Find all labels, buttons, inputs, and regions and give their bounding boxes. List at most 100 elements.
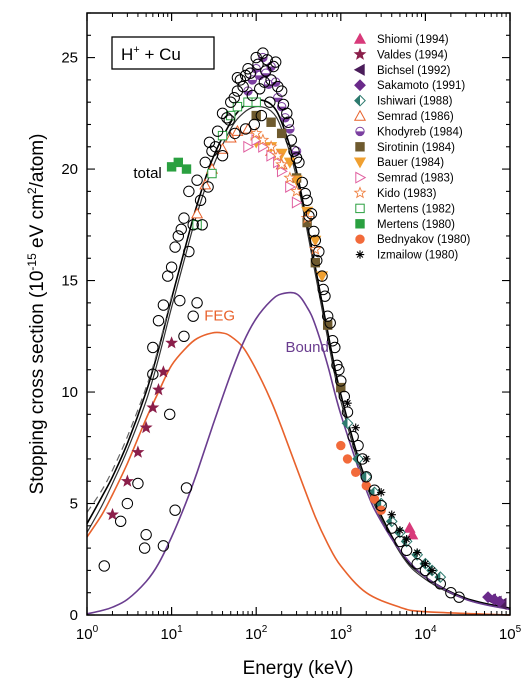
plot-frame xyxy=(86,12,511,616)
legend-label: Mertens (1982) xyxy=(377,203,455,215)
data-point xyxy=(285,134,298,146)
data-point xyxy=(191,174,203,186)
data-point xyxy=(147,368,159,380)
data-point xyxy=(271,148,285,162)
legend-label: Ishiwari (1988) xyxy=(377,96,453,108)
data-points xyxy=(98,47,507,610)
data-point xyxy=(255,109,268,122)
ylabel-sup1: -15 xyxy=(25,253,39,271)
x-tick-label: 101 xyxy=(160,624,183,643)
data-point xyxy=(351,423,360,432)
data-point xyxy=(275,85,288,97)
data-point xyxy=(310,258,321,268)
data-point xyxy=(385,515,398,528)
legend-marker xyxy=(353,32,367,44)
data-point xyxy=(165,336,179,349)
x-tick-exp: 4 xyxy=(431,624,437,635)
data-point xyxy=(194,194,207,206)
data-point xyxy=(285,124,295,134)
data-point xyxy=(317,283,329,296)
legend-label: Bauer (1984) xyxy=(377,157,444,169)
legend-label: Sakamoto (1991) xyxy=(377,80,465,92)
legend-item-sirotinin-1984: Sirotinin (1984) xyxy=(355,142,455,154)
data-point xyxy=(174,294,186,307)
data-point xyxy=(243,97,253,107)
legend-item-mertens-1980: Mertens (1980) xyxy=(355,219,455,231)
data-point xyxy=(375,500,387,512)
data-point xyxy=(202,181,214,193)
legend-marker xyxy=(355,203,365,214)
curve-bound xyxy=(86,291,511,615)
series-valdes-1994 xyxy=(105,336,179,521)
data-point xyxy=(157,540,170,552)
data-point xyxy=(453,591,465,603)
legend-label: Semrad (1986) xyxy=(377,111,454,123)
legend-item-bednyakov-1980: Bednyakov (1980) xyxy=(355,234,471,246)
data-point-fill xyxy=(342,418,348,429)
data-point xyxy=(169,504,181,516)
data-point xyxy=(120,474,134,487)
legend-marker xyxy=(353,63,365,76)
data-point xyxy=(299,187,311,200)
title-box-frame xyxy=(111,36,215,70)
data-point xyxy=(321,310,334,322)
ylabel-mid: eV cm xyxy=(27,194,48,253)
data-point xyxy=(211,125,224,137)
data-point-fill xyxy=(285,128,295,134)
data-point xyxy=(350,467,361,478)
data-point xyxy=(266,149,278,162)
data-point xyxy=(341,417,354,430)
data-point xyxy=(199,156,211,169)
title-base: H xyxy=(121,45,133,64)
data-point xyxy=(336,382,346,393)
x-tick-label: 103 xyxy=(330,624,353,643)
series-izmailow-1980 xyxy=(343,398,437,575)
data-point xyxy=(231,85,244,97)
data-point xyxy=(394,535,406,548)
legend-marker xyxy=(355,171,367,184)
data-point xyxy=(352,439,364,452)
data-point xyxy=(146,400,160,414)
data-point xyxy=(265,74,277,86)
data-point xyxy=(183,245,195,258)
data-point xyxy=(173,157,183,168)
data-point xyxy=(272,80,284,93)
data-point xyxy=(277,98,290,111)
data-point xyxy=(413,548,422,557)
title-box: H+ + Cu xyxy=(111,36,215,70)
data-point xyxy=(98,560,110,572)
data-point xyxy=(296,176,308,189)
legend-item-sakamoto-1991: Sakamoto (1991) xyxy=(354,79,465,92)
data-point xyxy=(266,117,276,127)
data-point xyxy=(246,89,259,102)
series-bednyakov-1980 xyxy=(336,440,386,515)
y-tick-label: 15 xyxy=(61,273,78,290)
x-tick-exp: 1 xyxy=(177,624,183,635)
legend-item-kido-1983: Kido (1983) xyxy=(353,186,437,200)
data-point xyxy=(303,210,315,222)
data-point xyxy=(243,140,255,153)
data-point xyxy=(258,140,270,153)
data-point xyxy=(138,542,151,554)
data-point xyxy=(267,60,280,73)
data-point xyxy=(258,76,271,88)
series-open-circles xyxy=(98,47,465,603)
data-point xyxy=(131,445,145,458)
data-point xyxy=(140,529,152,541)
ylabel-post: /atom) xyxy=(27,134,48,188)
data-point xyxy=(326,335,339,347)
data-point xyxy=(329,341,341,354)
data-point xyxy=(386,522,398,534)
y-tick-label: 0 xyxy=(70,607,78,624)
data-point xyxy=(121,497,134,510)
data-point xyxy=(252,58,264,70)
data-point xyxy=(157,299,170,311)
data-point xyxy=(426,571,438,583)
data-point xyxy=(276,165,288,178)
data-point xyxy=(216,149,229,162)
legend-marker xyxy=(354,79,366,92)
data-point xyxy=(275,157,289,171)
x-tick-base: 10 xyxy=(245,626,262,643)
series-sakamoto-1991 xyxy=(482,591,506,608)
